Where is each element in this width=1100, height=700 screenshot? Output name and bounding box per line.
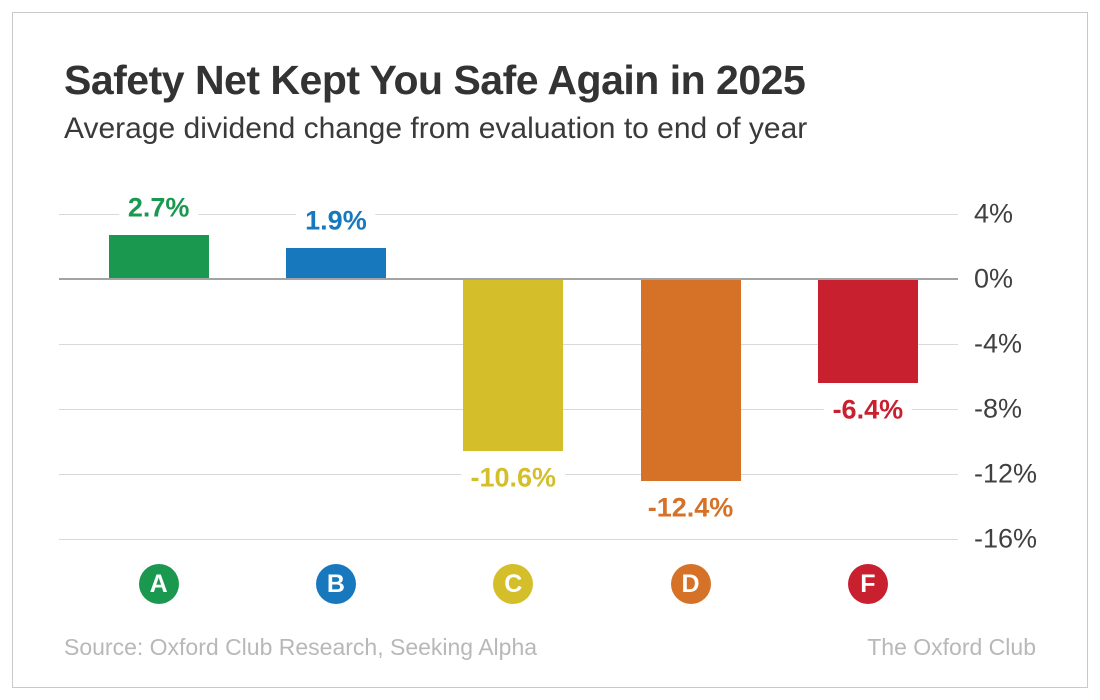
grade-circle-A: A (138, 564, 179, 604)
gridline (59, 539, 958, 540)
chart-card: Safety Net Kept You Safe Again in 2025 A… (12, 12, 1088, 688)
y-axis-tick-label: -4% (974, 328, 1023, 359)
grade-circle-B: B (315, 564, 356, 604)
zero-gridline (59, 278, 958, 280)
value-label-grade-A: 2.7% (118, 192, 199, 224)
chart-subtitle: Average dividend change from evaluation … (64, 112, 808, 145)
bar-grade-D (640, 279, 741, 481)
y-axis-tick-label: -12% (974, 458, 1038, 489)
y-axis-tick-label: -16% (974, 523, 1038, 554)
value-label-grade-B: 1.9% (296, 205, 376, 237)
source-note: Source: Oxford Club Research, Seeking Al… (64, 634, 538, 660)
bar-grade-B (285, 248, 386, 279)
brand-name: The Oxford Club (867, 634, 1036, 660)
y-axis-tick-label: -8% (974, 393, 1023, 424)
chart-title: Safety Net Kept You Safe Again in 2025 (64, 57, 806, 103)
y-axis-tick-label: 0% (974, 263, 1014, 294)
grade-circle-C: C (493, 564, 534, 604)
gridline (59, 214, 958, 215)
bar-grade-F (817, 279, 918, 383)
y-axis-tick-label: 4% (974, 198, 1014, 229)
bar-chart-plot-area: 4% 0% -4% -8% -12% -16% 2.7% A 1.9% B -10.6% C -12.4… (13, 13, 1087, 687)
value-label-grade-D: -12.4% (638, 492, 743, 523)
bar-grade-C (463, 279, 564, 452)
bar-grade-A (108, 235, 209, 279)
grade-circle-F: F (847, 564, 888, 604)
value-label-grade-F: -6.4% (823, 394, 913, 426)
grade-circle-D: D (670, 564, 711, 604)
value-label-grade-C: -10.6% (461, 462, 566, 494)
